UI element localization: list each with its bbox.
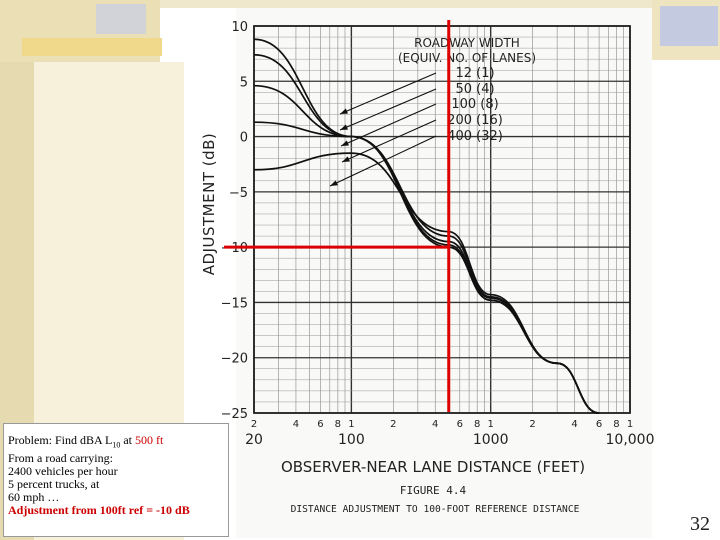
y-tick-label: 5 [240, 75, 248, 90]
x-tick-labels: 2 4 6 8 1 2 4 6 8 1 2 4 6 8 120 100 1000 10,000 [245, 419, 654, 448]
x-minor-tick-label: 1 [348, 419, 354, 430]
problem-line-4: 5 percent trucks, at [8, 477, 100, 491]
x-major-tick-label: 10,000 [606, 432, 655, 448]
x-major-tick-label: 100 [338, 432, 365, 448]
legend-subtitle: (EQUIV. NO. OF LANES) [398, 51, 536, 65]
x-minor-tick-label: 6 [457, 419, 463, 430]
problem-prefix: Problem: Find dBA L [8, 433, 113, 447]
legend-pointer-arrowhead [342, 156, 350, 162]
legend-entry: 400 (32) [447, 129, 503, 144]
x-minor-tick-label: 2 [251, 419, 257, 430]
legend-pointer [339, 88, 437, 131]
problem-line-2: From a road carrying: [8, 450, 113, 465]
chart-legend: ROADWAY WIDTH(EQUIV. NO. OF LANES)12 (1)… [329, 36, 536, 187]
x-minor-tick-label: 6 [317, 419, 323, 430]
y-tick-label: −25 [221, 407, 248, 422]
x-minor-tick-label: 2 [529, 419, 535, 430]
figure-title: FIGURE 4.4 [400, 484, 467, 497]
x-axis-label: OBSERVER-NEAR LANE DISTANCE (FEET) [281, 458, 585, 476]
y-tick-label: −5 [229, 186, 248, 201]
legend-pointer [329, 135, 437, 187]
legend-title: ROADWAY WIDTH [414, 36, 520, 50]
slide-number: 32 [690, 513, 710, 535]
problem-distance: 500 ft [135, 433, 164, 447]
legend-entry: 200 (16) [447, 113, 503, 128]
legend-entry: 50 (4) [455, 82, 494, 97]
chart-frame [253, 25, 631, 414]
x-minor-tick-label: 2 [390, 419, 396, 430]
x-minor-tick-label: 6 [596, 419, 602, 430]
legend-pointer-arrowhead [341, 140, 349, 146]
y-tick-label: 10 [231, 20, 248, 35]
legend-pointer [339, 72, 437, 115]
legend-pointer [340, 103, 437, 147]
x-major-tick-label: 1000 [473, 432, 509, 448]
legend-entry: 12 (1) [455, 66, 494, 81]
y-tick-label: 0 [240, 131, 248, 146]
chart-series [253, 38, 600, 414]
problem-line-1: Problem: Find dBA L10 at 500 ft [8, 433, 224, 452]
x-minor-tick-label: 4 [293, 419, 299, 430]
legend-entry: 100 (8) [451, 97, 498, 112]
problem-line-5: 60 mph … [8, 490, 60, 505]
decor-right-blue [660, 6, 718, 46]
legend-pointer [341, 119, 437, 163]
series-line-5 [253, 152, 600, 414]
y-axis-label: ADJUSTMENT (dB) [200, 133, 218, 276]
plot-frame [253, 25, 631, 414]
x-minor-tick-label: 1 [627, 419, 633, 430]
y-tick-label: −15 [221, 296, 248, 311]
x-minor-tick-label: 8 [474, 419, 480, 430]
figure-panel [236, 8, 652, 538]
legend-pointer-arrowhead [340, 124, 348, 130]
decor-top-strip [160, 0, 720, 8]
x-minor-tick-label: 4 [432, 419, 438, 430]
problem-line-3: 2400 vehicles per hour [8, 463, 118, 478]
problem-statement: Problem: Find dBA L10 at 500 ft From a r… [3, 423, 229, 537]
figure-subtitle: DISTANCE ADJUSTMENT TO 100-FOOT REFERENC… [291, 504, 580, 515]
x-minor-tick-label: 8 [335, 419, 341, 430]
x-minor-tick-label: 1 [488, 419, 494, 430]
decor-yellow-bar [22, 38, 162, 56]
problem-mid: at [120, 433, 136, 447]
problem-answer: Adjustment from 100ft ref = -10 dB [8, 503, 190, 518]
y-tick-label: −20 [221, 352, 248, 367]
legend-pointer-arrowhead [340, 108, 348, 114]
x-minor-tick-label: 4 [571, 419, 577, 430]
x-minor-tick-label: 8 [613, 419, 619, 430]
red-guide-lines [224, 20, 451, 412]
problem-subscript: 10 [112, 440, 121, 450]
legend-pointer-arrowhead [330, 180, 338, 186]
decor-top-blue [96, 4, 146, 34]
x-major-tick-label: 20 [245, 432, 263, 448]
